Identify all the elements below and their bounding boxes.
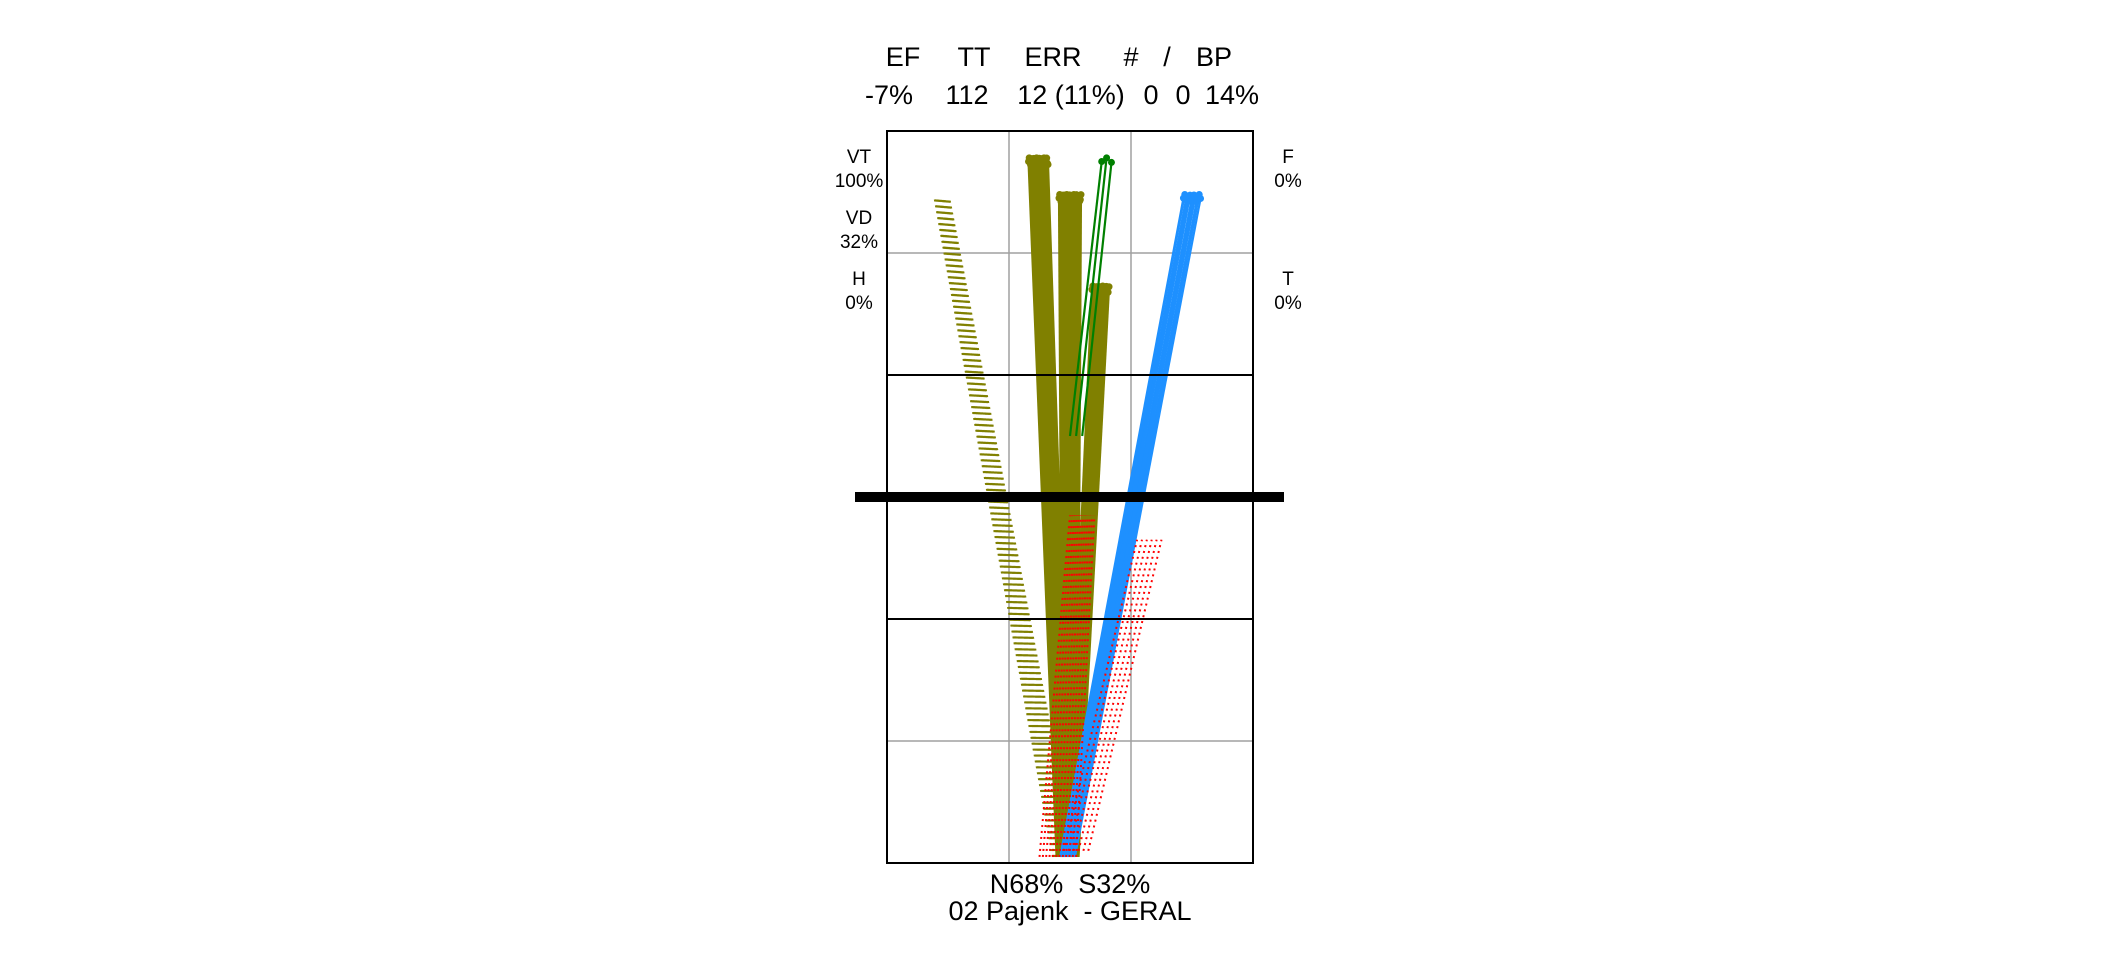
left-labels: VT 100% VD 32% H 0% xyxy=(835,147,884,314)
trajectory-line xyxy=(1060,194,1186,858)
trajectory-line xyxy=(1068,194,1196,858)
trajectory-line xyxy=(1073,198,1202,858)
left-label-h-value: 0% xyxy=(845,293,873,314)
header-col-ef: EF xyxy=(886,42,921,72)
trajectory-line xyxy=(948,197,1076,858)
trajectory-line xyxy=(1072,194,1201,858)
left-label-vt-name: VT xyxy=(847,147,872,168)
header-val-slash: 0 xyxy=(1175,80,1190,110)
left-label-vd-name: VD xyxy=(846,208,872,229)
right-label-t-name: T xyxy=(1282,269,1294,290)
header-col-count: # xyxy=(1123,42,1138,72)
series-layer xyxy=(933,154,1205,858)
right-label-t-value: 0% xyxy=(1274,293,1302,314)
trajectory-end-marker xyxy=(1197,194,1205,202)
trajectory-end-marker xyxy=(1103,154,1111,162)
header-col-bp: BP xyxy=(1196,42,1232,72)
series-4-green xyxy=(1068,154,1115,437)
header-col-slash: / xyxy=(1163,42,1171,72)
right-label-f-value: 0% xyxy=(1274,171,1302,192)
trajectory-line xyxy=(1064,194,1192,858)
trajectory-line xyxy=(1069,196,1197,858)
trajectory-line xyxy=(1065,200,1193,858)
header-col-err: ERR xyxy=(1024,42,1081,72)
trajectory-line xyxy=(1081,162,1113,437)
trajectory-end-marker xyxy=(1077,191,1085,199)
series-0-olive xyxy=(933,197,1076,858)
header-val-count: 0 xyxy=(1143,80,1158,110)
header-val-err: 12 (11%) xyxy=(1017,80,1125,110)
header-val-tt: 112 xyxy=(945,80,988,110)
header-val-ef: -7% xyxy=(865,80,913,110)
trajectory-end-marker xyxy=(1044,161,1052,169)
header-col-tt: TT xyxy=(958,42,991,72)
header-columns: EF TT ERR # / BP xyxy=(886,42,1232,72)
header-val-bp: 14% xyxy=(1205,80,1259,110)
right-label-f-name: F xyxy=(1282,147,1294,168)
left-label-vt-value: 100% xyxy=(835,171,884,192)
right-labels: F 0% T 0% xyxy=(1274,147,1302,314)
footer-split: N68% S32% xyxy=(990,869,1151,899)
left-label-vd-value: 32% xyxy=(840,232,878,253)
trajectory-end-marker xyxy=(1105,283,1113,291)
trajectory-line xyxy=(1068,161,1103,437)
left-label-h-name: H xyxy=(852,269,866,290)
trajectory-end-marker xyxy=(1043,154,1051,162)
header-values: -7% 112 12 (11%) 0 0 14% xyxy=(865,80,1259,110)
trajectory-line xyxy=(1061,198,1188,858)
trajectory-end-marker xyxy=(1107,158,1115,166)
footer-title: 02 Pajenk - GERAL xyxy=(948,896,1191,926)
trajectory-end-marker xyxy=(1098,158,1106,165)
series-5-blue xyxy=(1059,190,1205,858)
trajectory-line xyxy=(1075,157,1108,437)
